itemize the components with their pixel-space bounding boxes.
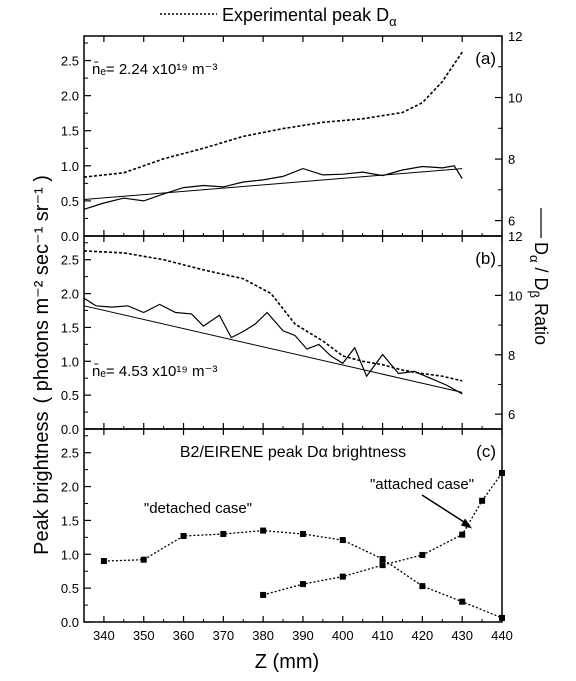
legend-label: Experimental peak Dα bbox=[222, 5, 397, 29]
y-tick-label: 0.0 bbox=[61, 615, 79, 630]
y-tick-label: 0.5 bbox=[61, 194, 79, 209]
series-line-attached-case bbox=[262, 472, 503, 596]
data-point bbox=[379, 556, 386, 563]
panel-1: 0.0 0.5 1.0 1.5 2.0 2.5 6 8 10 12 (a) n̄ₑ= 2.24 x10… bbox=[61, 29, 523, 244]
series-line-experimental-peak-d- bbox=[83, 250, 463, 382]
y-tick-label: 1.5 bbox=[61, 320, 79, 335]
series-line-fit bbox=[83, 168, 463, 200]
panel-2: 0.0 0.5 1.0 1.5 2.0 2.5 6 8 10 12 (b) n̄ₑ= 4.53 x10… bbox=[61, 229, 523, 437]
y2-tick-label: 6 bbox=[508, 214, 515, 229]
x-axis-title: Z (mm) bbox=[255, 651, 319, 673]
x-tick-label: 410 bbox=[372, 628, 394, 643]
data-point bbox=[479, 497, 486, 504]
panels: 0.0 0.5 1.0 1.5 2.0 2.5 6 8 10 12 (a) n̄ₑ= 2.24 x10… bbox=[61, 29, 523, 643]
y-tick-label: 0.0 bbox=[61, 422, 79, 437]
plot-frame bbox=[83, 235, 503, 430]
data-point bbox=[260, 527, 267, 534]
data-point bbox=[419, 583, 426, 590]
data-point bbox=[499, 614, 505, 621]
x-tick-label: 400 bbox=[332, 628, 354, 643]
y-tick-label: 1.0 bbox=[61, 547, 79, 562]
x-tick-label: 340 bbox=[93, 628, 115, 643]
y-tick-label: 1.0 bbox=[61, 354, 79, 369]
x-tick-label: 360 bbox=[173, 628, 195, 643]
data-point bbox=[459, 598, 466, 605]
y2-tick-label: 12 bbox=[508, 229, 522, 244]
x-tick-label: 420 bbox=[412, 628, 434, 643]
y-tick-label: 0.0 bbox=[61, 229, 79, 244]
y-tick-label: 2.5 bbox=[61, 446, 79, 461]
panel-label: (a) bbox=[475, 49, 496, 68]
y-tick-label: 0.5 bbox=[61, 388, 79, 403]
data-point bbox=[379, 562, 386, 569]
attached-case-label: "attached case" bbox=[370, 476, 474, 493]
legend: Experimental peak Dα bbox=[160, 5, 397, 29]
y-tick-label: 2.0 bbox=[61, 480, 79, 495]
attached-arrow-head bbox=[461, 518, 472, 529]
data-point bbox=[220, 530, 227, 537]
data-point bbox=[299, 581, 306, 588]
series-line-experimental-peak-d- bbox=[83, 51, 463, 178]
data-point bbox=[180, 532, 187, 539]
y-axis-title: Peak brightness( photons m⁻² sec⁻¹ sr⁻¹ … bbox=[31, 175, 53, 555]
x-tick-label: 390 bbox=[292, 628, 314, 643]
y-tick-label: 2.5 bbox=[61, 54, 79, 69]
series-line-d-d-ratio bbox=[83, 297, 463, 395]
density-annotation: n̄ₑ= 4.53 x10¹⁹ m⁻³ bbox=[92, 363, 217, 380]
density-annotation: n̄ₑ= 2.24 x10¹⁹ m⁻³ bbox=[92, 61, 217, 78]
data-point bbox=[100, 558, 107, 565]
series-line-detached-case bbox=[103, 529, 503, 619]
y2-tick-label: 8 bbox=[508, 152, 515, 167]
x-tick-label: 370 bbox=[212, 628, 234, 643]
panel-title: B2/EIRENE peak Dα brightness bbox=[180, 444, 406, 461]
y2-tick-label: 12 bbox=[508, 29, 522, 44]
data-point bbox=[419, 551, 426, 558]
detached-case-label: "detached case" bbox=[144, 500, 252, 517]
data-point bbox=[339, 573, 346, 580]
y-tick-label: 2.5 bbox=[61, 253, 79, 268]
attached-arrow-line bbox=[421, 494, 471, 527]
y2-tick-label: 10 bbox=[508, 288, 522, 303]
x-tick-label: 380 bbox=[252, 628, 274, 643]
svg-text:Dα / Dβ Ratio: Dα / Dβ Ratio bbox=[527, 242, 551, 345]
y2-tick-label: 8 bbox=[508, 348, 515, 363]
series-line-d-d-ratio bbox=[83, 165, 463, 210]
data-point bbox=[459, 531, 466, 538]
panel-3: 0.0 0.5 1.0 1.5 2.0 2.5 340 350 360 370 380 390 400 4… bbox=[61, 428, 513, 643]
data-point bbox=[299, 530, 306, 537]
x-tick-label: 430 bbox=[451, 628, 473, 643]
x-tick-label: 350 bbox=[133, 628, 155, 643]
data-point bbox=[260, 591, 267, 598]
data-point bbox=[339, 537, 346, 544]
y-tick-label: 1.0 bbox=[61, 159, 79, 174]
y-tick-label: 2.0 bbox=[61, 89, 79, 104]
data-point bbox=[140, 556, 147, 563]
series-line-fit bbox=[83, 305, 463, 393]
y-tick-label: 1.5 bbox=[61, 513, 79, 528]
panel-label: (c) bbox=[476, 442, 496, 461]
y-tick-label: 0.5 bbox=[61, 581, 79, 596]
y2-tick-label: 6 bbox=[508, 407, 515, 422]
legend-label-sub: α bbox=[389, 14, 397, 29]
y-tick-label: 2.0 bbox=[61, 287, 79, 302]
y2-tick-label: 10 bbox=[508, 91, 522, 106]
data-point bbox=[499, 470, 505, 477]
x-tick-label: 440 bbox=[491, 628, 513, 643]
plot-frame bbox=[83, 428, 503, 623]
y-tick-label: 1.5 bbox=[61, 124, 79, 139]
y2-axis-title: Dα / Dβ Ratio bbox=[527, 208, 551, 345]
panel-label: (b) bbox=[475, 249, 496, 268]
